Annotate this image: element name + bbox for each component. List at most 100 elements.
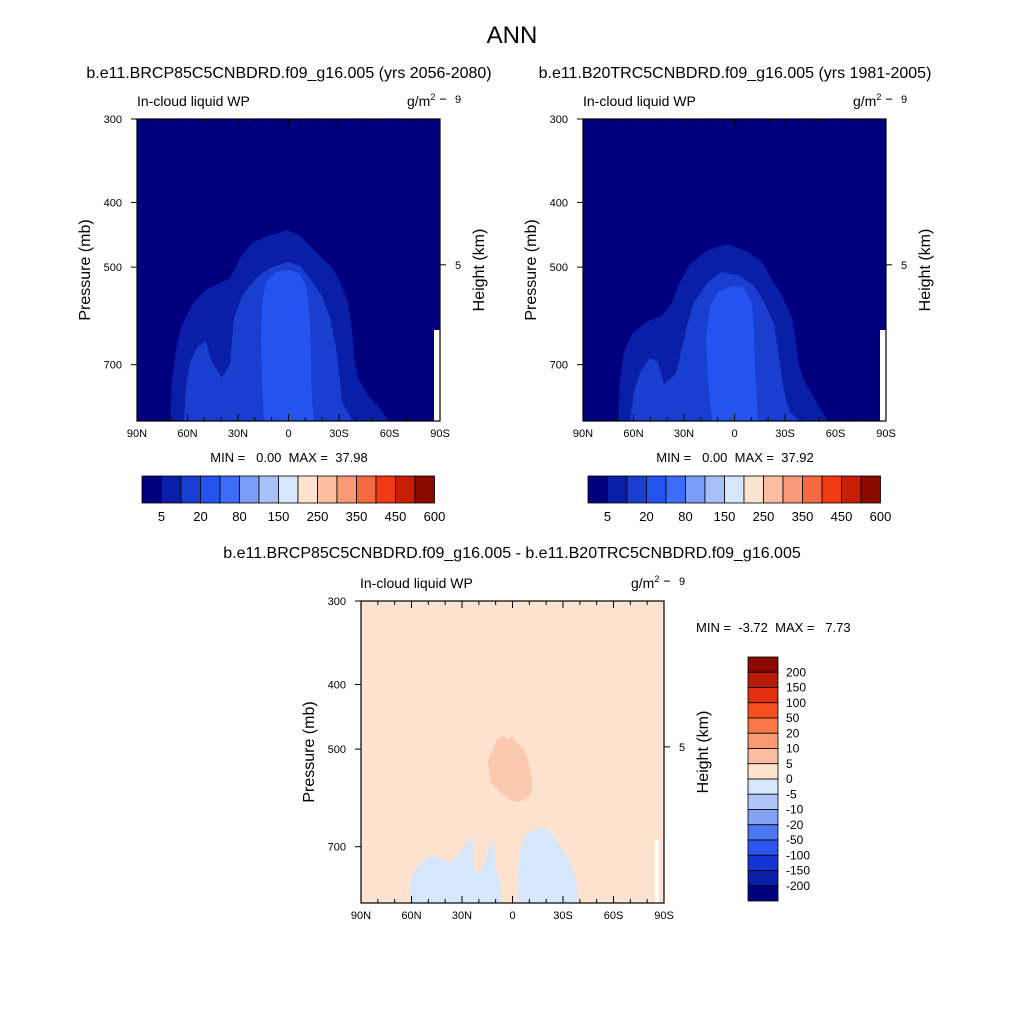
colorbar-label: 100 <box>786 696 806 710</box>
panel-1-x-axis: 90N 60N 30N 0 30S 60S 90S <box>127 119 450 440</box>
colorbar-cell <box>860 475 881 504</box>
x-tick-label: 0 <box>285 428 291 440</box>
colorbar-label: 250 <box>753 509 775 524</box>
colorbar-label: 50 <box>786 711 800 725</box>
panel-3-negative-anomaly-east <box>518 828 578 903</box>
x-tick-label: 0 <box>509 910 515 922</box>
panel-2-minmax: MIN = 0.00 MAX = 37.92 <box>656 450 814 465</box>
colorbar-cell <box>180 475 201 504</box>
colorbar-label: 450 <box>831 509 853 524</box>
panel-2-missing-data <box>880 330 886 421</box>
panel-1-colorbar: 5 20 80 150 250 350 450 600 <box>141 475 446 524</box>
colorbar-cell <box>747 824 779 841</box>
colorbar-label: 350 <box>346 509 368 524</box>
x-tick-label: 30S <box>329 428 349 440</box>
colorbar-cell <box>841 475 862 504</box>
colorbar-label: 600 <box>870 509 892 524</box>
colorbar-cell <box>161 475 182 504</box>
panel-3-title: b.e11.BRCP85C5CNBDRD.f09_g16.005 - b.e11… <box>223 545 801 562</box>
panel-3-minmax: MIN = -3.72 MAX = 7.73 <box>696 620 851 635</box>
colorbar-label: -5 <box>786 787 797 801</box>
panel-2-title: b.e11.B20TRC5CNBDRD.f09_g16.005 (yrs 198… <box>539 65 932 82</box>
panel-2-ylabel: Pressure (mb) <box>523 219 540 320</box>
colorbar-label: 80 <box>678 509 692 524</box>
panel-3-ylabel-right: Height (km) <box>695 711 712 794</box>
x-tick-label: 30S <box>775 428 795 440</box>
panel-1-ylabel-right: Height (km) <box>471 229 488 312</box>
panel-2-contour-level-3 <box>706 286 758 421</box>
panel-3-ylabel: Pressure (mb) <box>301 701 318 802</box>
colorbar-cell <box>685 475 706 504</box>
panel-1-variable-label: In-cloud liquid WP <box>137 93 250 109</box>
colorbar-label: 150 <box>786 681 806 695</box>
panel-2-x-axis: 90N 60N 30N 0 30S 60S 90S <box>573 119 896 440</box>
colorbar-label: 200 <box>786 665 806 679</box>
panel-1-ylabel: Pressure (mb) <box>77 219 94 320</box>
colorbar-label: 80 <box>232 509 246 524</box>
colorbar-label: 600 <box>424 509 446 524</box>
colorbar-cell <box>747 854 779 871</box>
colorbar-cell <box>356 475 377 504</box>
y-right-tick-label: 9 <box>901 94 907 106</box>
y-right-tick-label: 9 <box>679 576 685 588</box>
panel-2-ylabel-right: Height (km) <box>917 229 934 312</box>
colorbar-cell <box>219 475 240 504</box>
x-tick-label: 60S <box>604 910 624 922</box>
colorbar-cell <box>821 475 842 504</box>
x-tick-label: 30N <box>452 910 472 922</box>
y-tick-label: 300 <box>328 596 346 608</box>
colorbar-cell <box>239 475 260 504</box>
colorbar-label: 5 <box>604 509 611 524</box>
colorbar-label: 20 <box>786 726 800 740</box>
panel-3-negative-anomaly-west <box>410 838 502 903</box>
colorbar-cell <box>747 778 779 795</box>
x-tick-label: 90S <box>876 428 896 440</box>
x-tick-label: 60S <box>826 428 846 440</box>
colorbar-label: -100 <box>786 848 810 862</box>
colorbar-cell <box>747 885 779 902</box>
x-tick-label: 30N <box>674 428 694 440</box>
colorbar-cell <box>743 475 764 504</box>
colorbar-cell <box>763 475 784 504</box>
x-tick-label: 0 <box>731 428 737 440</box>
colorbar-cell <box>802 475 823 504</box>
y-tick-label: 400 <box>104 197 122 209</box>
colorbar-label: 350 <box>792 509 814 524</box>
colorbar-cell <box>200 475 221 504</box>
panel-1-y-axis: 300 400 500 700 9 5 <box>104 94 461 372</box>
figure-title: ANN <box>487 22 538 49</box>
panel-1-units: g/m2 <box>407 92 435 109</box>
y-tick-label: 500 <box>550 262 568 274</box>
colorbar-cell <box>336 475 357 504</box>
colorbar-label: 5 <box>786 757 793 771</box>
colorbar-cell <box>747 870 779 887</box>
colorbar-label: -10 <box>786 803 804 817</box>
colorbar-label: 250 <box>307 509 329 524</box>
panel-2-y-axis: 300 400 500 700 9 5 <box>550 94 907 372</box>
colorbar-cell <box>395 475 416 504</box>
colorbar-cell <box>607 475 628 504</box>
colorbar-label: 5 <box>158 509 165 524</box>
y-tick-label: 300 <box>550 114 568 126</box>
x-tick-label: 30S <box>553 910 573 922</box>
colorbar-cell <box>747 748 779 765</box>
colorbar-cell <box>724 475 745 504</box>
panel-3-missing-data <box>655 840 659 903</box>
panel-3-y-axis: 300 400 500 700 9 5 <box>328 576 685 854</box>
colorbar-cell <box>747 732 779 749</box>
colorbar-cell <box>747 717 779 734</box>
x-tick-label: 90S <box>654 910 674 922</box>
x-tick-label: 60N <box>623 428 643 440</box>
panel-2: b.e11.B20TRC5CNBDRD.f09_g16.005 (yrs 198… <box>523 65 934 524</box>
y-right-tick-label: 5 <box>901 260 907 272</box>
x-tick-label: 60N <box>401 910 421 922</box>
x-tick-label: 60N <box>177 428 197 440</box>
colorbar-cell <box>747 809 779 826</box>
panel-2-variable-label: In-cloud liquid WP <box>583 93 696 109</box>
colorbar-label: 450 <box>385 509 407 524</box>
colorbar-label: 150 <box>714 509 736 524</box>
colorbar-cell <box>626 475 647 504</box>
colorbar-cell <box>646 475 667 504</box>
